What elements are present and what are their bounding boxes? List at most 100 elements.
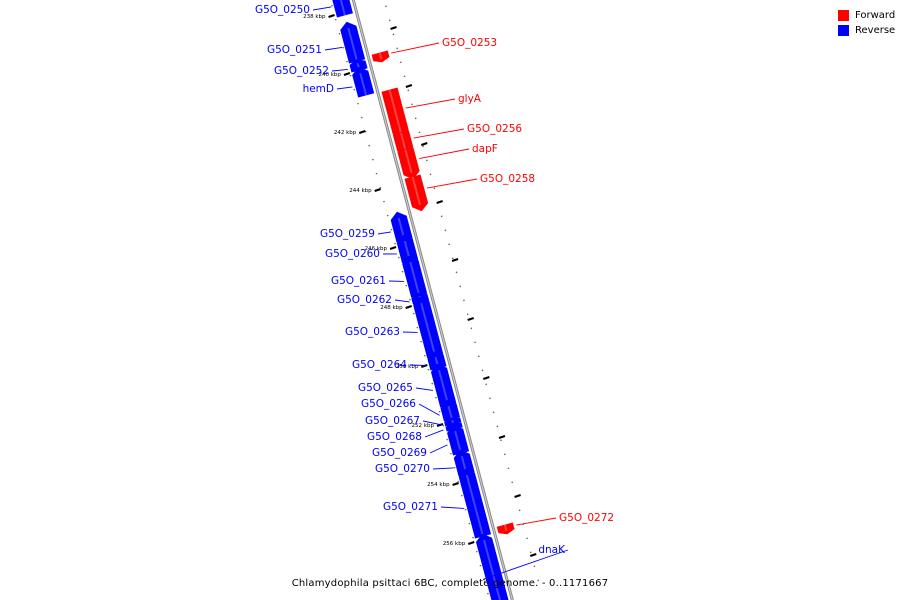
gene-label-G5O_0259[interactable]: G5O_0259 [320, 228, 375, 240]
reverse-strand-dot [331, 4, 333, 7]
gene-label-G5O_0250[interactable]: G5O_0250 [255, 4, 310, 16]
gene-shade [378, 52, 383, 60]
legend-item-reverse: Reverse [838, 23, 895, 38]
tick-mark-right [483, 376, 490, 380]
strand-dots [331, 4, 539, 595]
gene-dapF[interactable] [397, 147, 420, 180]
gene-label-G5O_0271[interactable]: G5O_0271 [383, 501, 438, 513]
legend: Forward Reverse [838, 8, 895, 38]
gene-label-G5O_0272[interactable]: G5O_0272 [559, 512, 614, 524]
forward-strand-dot [533, 565, 536, 568]
gene-label-dnaK[interactable]: dnaK [538, 544, 566, 556]
gene-label-G5O_0264[interactable]: G5O_0264 [352, 359, 407, 371]
gene-shade [465, 474, 484, 537]
forward-strand-dot [414, 117, 417, 120]
reverse-strand-dot [464, 508, 467, 511]
forward-strand-dot [481, 369, 484, 372]
tick-mark-right [514, 494, 521, 498]
forward-strand-dot [433, 187, 436, 190]
reverse-strand-dot [461, 494, 463, 497]
gene-label-G5O_0261[interactable]: G5O_0261 [331, 275, 386, 287]
gene-label-G5O_0265[interactable]: G5O_0265 [358, 382, 413, 394]
tick-mark-left [467, 541, 475, 545]
reverse-strand-dot [398, 256, 400, 259]
reverse-strand-dot [342, 46, 344, 49]
reverse-strand-dot [368, 144, 370, 147]
gene-label-G5O_0262[interactable]: G5O_0262 [337, 294, 392, 306]
forward-strand-dot [448, 243, 450, 246]
tick-mark-left [374, 188, 381, 192]
tick-label: 256 kbp [443, 541, 466, 547]
leader-G5O_0271 [440, 506, 465, 509]
gene-G5O_0258[interactable] [404, 174, 429, 212]
leader-G5O_0270 [432, 467, 454, 470]
gene-labels: G5O_0250 G5O_0251 G5O_0252 hemD G5O_0253 glyA… [255, 4, 614, 556]
gene-label-hemD[interactable]: hemD [303, 83, 334, 95]
tick-mark-right [529, 553, 537, 557]
map-caption: Chlamydophila psittaci 6BC, complete gen… [291, 578, 609, 589]
leader-dapF [419, 148, 470, 160]
tick-label: 254 kbp [427, 482, 450, 488]
forward-strand-dot [459, 285, 462, 288]
gene-label-G5O_0263[interactable]: G5O_0263 [345, 326, 400, 338]
forward-strand-dot [529, 551, 532, 554]
reverse-strand-dot [379, 186, 382, 189]
gene-label-G5O_0258[interactable]: G5O_0258 [480, 173, 535, 185]
legend-label-reverse: Reverse [855, 25, 896, 36]
forward-strand-dot [492, 411, 495, 414]
reverse-strand-dot [449, 452, 452, 455]
gene-shade [438, 369, 450, 406]
gene-label-G5O_0260[interactable]: G5O_0260 [325, 248, 380, 260]
gene-label-G5O_0269[interactable]: G5O_0269 [372, 447, 427, 459]
reverse-strand-dot [442, 424, 445, 427]
gene-G5O_0253[interactable] [371, 50, 390, 63]
gene-shade [483, 539, 501, 600]
reverse-strand-dot [475, 550, 478, 553]
gene-dnaK[interactable] [475, 533, 511, 600]
tick-label: 242 kbp [334, 130, 357, 136]
forward-strand-dot [466, 313, 469, 316]
tick-mark-right [405, 84, 413, 88]
reverse-strand-dot [427, 368, 430, 371]
reverse-strand-dot [401, 270, 404, 273]
tick-mark-left [343, 72, 351, 76]
tick-label: 246 kbp [365, 246, 388, 252]
forward-strand-dot [485, 383, 488, 386]
gene-label-dapF[interactable]: dapF [472, 143, 498, 155]
gene-label-G5O_0270[interactable]: G5O_0270 [375, 463, 430, 475]
reverse-strand-dot [420, 340, 422, 343]
forward-strand-dot [422, 145, 424, 148]
reverse-strand-dot [353, 88, 356, 91]
legend-item-forward: Forward [838, 8, 895, 23]
gene-label-G5O_0267[interactable]: G5O_0267 [365, 415, 420, 427]
leader-G5O_0256 [413, 128, 465, 139]
gene-label-G5O_0253[interactable]: G5O_0253 [442, 37, 497, 49]
reverse-strand-dot [435, 396, 437, 399]
forward-strand-dot [455, 271, 458, 274]
gene-G5O_0250[interactable] [331, 0, 353, 18]
tick-mark-left [405, 305, 412, 309]
reverse-strand-dot [472, 536, 474, 539]
gene-label-glyA[interactable]: glyA [458, 93, 482, 105]
reverse-strand-dot [372, 158, 374, 161]
gene-shade [359, 72, 368, 96]
gene-G5O_0272[interactable] [496, 522, 515, 535]
forward-strand-dot [474, 341, 476, 344]
tick-label: 250 kbp [396, 364, 419, 370]
gene-label-G5O_0266[interactable]: G5O_0266 [361, 398, 416, 410]
forward-strand-dot [392, 33, 395, 36]
gene-label-G5O_0252[interactable]: G5O_0252 [274, 65, 329, 77]
gene-shade [454, 430, 462, 454]
leader-hemD [336, 86, 353, 90]
forward-strand-dot [537, 579, 539, 582]
leader-G5O_0258 [426, 178, 478, 189]
tick-mark-left [452, 482, 459, 486]
gene-label-G5O_0251[interactable]: G5O_0251 [267, 44, 322, 56]
gene-label-G5O_0256[interactable]: G5O_0256 [467, 123, 522, 135]
leader-glyA [405, 98, 456, 109]
reverse-strand-dot [346, 60, 348, 63]
tick-label: 244 kbp [349, 188, 372, 194]
gene-hemD[interactable] [352, 66, 375, 98]
gene-label-G5O_0268[interactable]: G5O_0268 [367, 431, 422, 443]
